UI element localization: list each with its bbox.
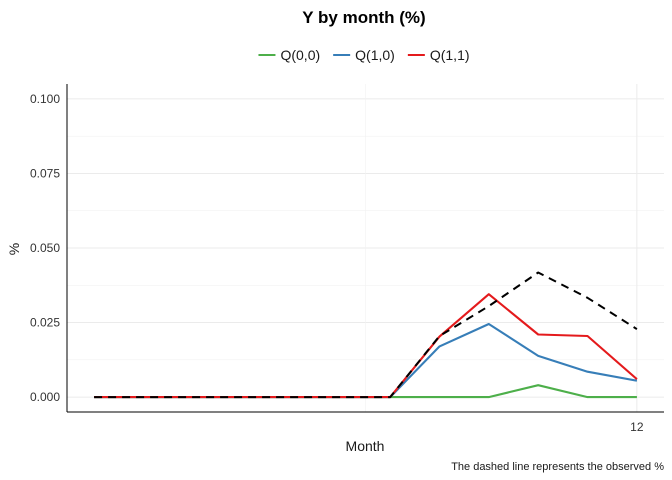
y-tick-label: 0.025 [30,316,60,330]
y-axis-title: % [6,243,22,255]
observed-dashed-line [94,271,638,399]
y-tick-label: 0.050 [30,241,60,255]
legend-label: Q(1,1) [430,47,470,63]
x-axis-title: Month [346,438,385,454]
legend: Q(0,0) Q(1,0) Q(1,1) [258,47,470,63]
grid-lines [67,84,664,412]
y-tick-label: 0.075 [30,166,60,180]
legend-label: Q(1,0) [355,47,395,63]
y-tick-label: 0.000 [30,390,60,404]
tick-labels: 0.000 0.025 0.050 0.075 0.100 12 [30,92,644,434]
chart-title: Y by month (%) [302,8,425,27]
y-tick-label: 0.100 [30,92,60,106]
chart-caption: The dashed line represents the observed … [451,461,664,473]
series-lines [94,271,638,399]
legend-item: Q(1,0) [333,47,395,63]
legend-item: Q(0,0) [258,47,320,63]
legend-item: Q(1,1) [407,47,470,63]
axes [66,84,664,413]
legend-label: Q(0,0) [280,47,320,63]
x-tick-label: 12 [630,420,644,434]
